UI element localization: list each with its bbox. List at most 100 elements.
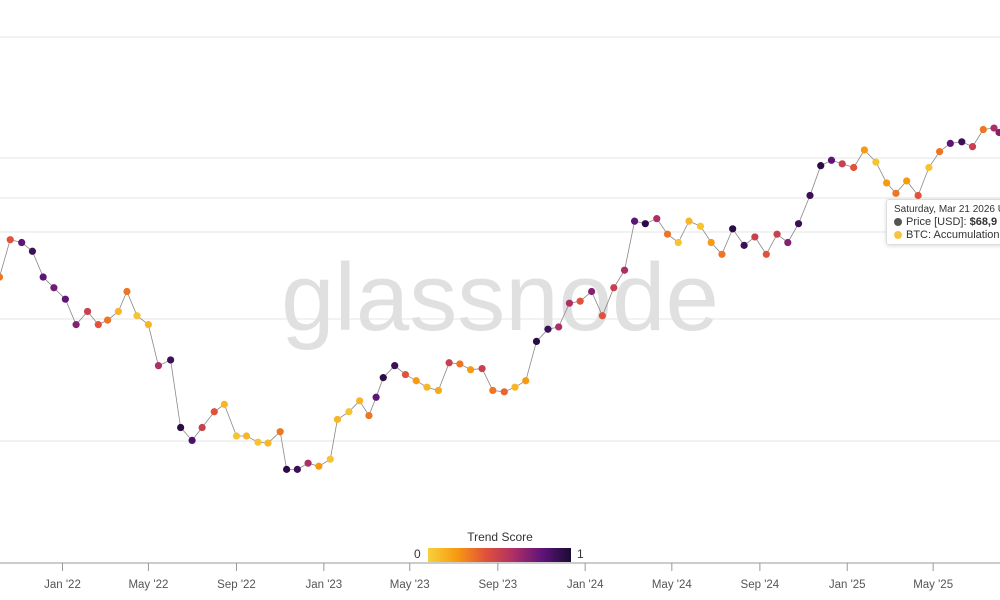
data-point[interactable] [914,191,922,200]
price-dot-icon [894,218,902,226]
data-point[interactable] [372,393,380,401]
data-point[interactable] [925,163,933,172]
data-point[interactable] [990,124,998,132]
data-point[interactable] [995,128,1000,137]
data-point[interactable] [293,465,301,473]
data-point[interactable] [167,356,175,364]
data-point[interactable] [511,383,519,391]
data-point[interactable] [729,225,737,233]
data-point[interactable] [264,439,272,447]
data-point[interactable] [232,432,241,440]
data-point[interactable] [663,230,672,238]
data-point[interactable] [598,312,606,320]
data-point[interactable] [365,411,373,420]
data-point[interactable] [72,321,80,329]
tooltip-price-value: $68,9 [969,216,998,228]
data-point[interactable] [345,408,353,416]
data-point[interactable] [356,397,364,405]
data-point[interactable] [94,321,102,329]
data-point[interactable] [641,220,649,228]
data-point[interactable] [958,138,966,146]
data-point[interactable] [315,462,323,470]
data-point[interactable] [401,370,410,379]
data-point[interactable] [50,284,58,292]
data-point[interactable] [892,189,900,197]
data-point[interactable] [936,148,944,156]
data-point[interactable] [707,238,715,247]
data-point[interactable] [751,233,759,241]
data-point[interactable] [762,250,770,258]
data-point[interactable] [979,125,987,134]
data-point[interactable] [188,436,196,444]
data-point[interactable] [6,236,14,244]
data-point[interactable] [872,158,880,166]
data-point[interactable] [123,287,131,296]
data-point[interactable] [532,337,541,346]
data-point[interactable] [653,215,661,223]
data-point[interactable] [850,163,858,172]
data-point[interactable] [391,362,399,370]
data-point[interactable] [83,307,92,316]
data-point[interactable] [114,307,122,316]
data-point[interactable] [555,323,563,331]
data-point[interactable] [478,364,486,373]
data-point[interactable] [544,325,552,333]
data-point[interactable] [630,217,639,225]
data-point[interactable] [522,377,530,385]
data-point[interactable] [784,238,792,247]
data-point[interactable] [674,238,682,247]
data-point[interactable] [968,143,977,151]
data-point[interactable] [883,179,891,187]
data-point[interactable] [860,146,869,154]
data-point[interactable] [39,273,47,281]
data-point[interactable] [620,266,629,274]
data-point[interactable] [198,423,206,432]
data-point[interactable] [489,386,497,395]
data-point[interactable] [946,139,954,148]
data-point[interactable] [817,162,825,170]
data-point[interactable] [827,156,836,164]
glassnode-watermark: glassnode [281,244,719,351]
data-point[interactable] [903,177,911,185]
data-point[interactable] [220,400,228,408]
data-point[interactable] [718,250,726,258]
data-point[interactable] [794,220,803,228]
data-point[interactable] [144,321,153,329]
data-point[interactable] [773,230,781,238]
data-point[interactable] [133,312,141,320]
data-point[interactable] [28,247,37,255]
data-point[interactable] [276,428,284,436]
data-point[interactable] [61,295,69,303]
data-point[interactable] [456,360,464,368]
data-point[interactable] [588,287,596,296]
data-point[interactable] [304,459,312,467]
data-point[interactable] [696,222,705,230]
data-point[interactable] [104,316,112,324]
data-point[interactable] [565,299,574,307]
data-point[interactable] [379,374,387,382]
data-point[interactable] [806,191,814,200]
data-point[interactable] [610,284,618,292]
data-point[interactable] [333,415,342,424]
data-point[interactable] [740,241,748,249]
data-point[interactable] [685,217,693,225]
data-point[interactable] [283,465,291,473]
data-point[interactable] [0,273,4,281]
data-point[interactable] [445,359,453,367]
colorbar-max-label: 1 [577,547,584,561]
data-point[interactable] [254,438,262,446]
data-point[interactable] [576,297,584,305]
data-point[interactable] [18,238,26,247]
data-point[interactable] [423,383,431,391]
data-point[interactable] [412,377,420,385]
data-point[interactable] [210,408,218,416]
data-point[interactable] [326,455,334,463]
data-point[interactable] [838,160,846,168]
data-point[interactable] [177,423,185,432]
data-point[interactable] [242,432,251,440]
data-point[interactable] [467,366,475,374]
data-point[interactable] [500,388,508,396]
data-point[interactable] [434,386,442,395]
data-point[interactable] [154,362,163,370]
